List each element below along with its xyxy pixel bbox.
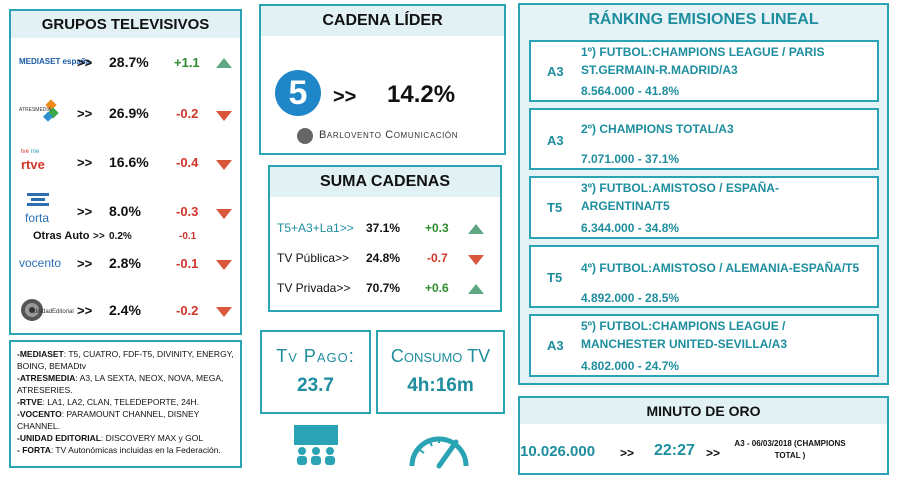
row-delta: -0.2 xyxy=(176,106,199,121)
ranking-title: RÁNKING EMISIONES LINEAL xyxy=(588,11,819,28)
row-arrow: >> xyxy=(93,231,105,242)
row-arrow: >> xyxy=(77,55,93,70)
tv-pago-panel: Tv Pago: 23.7 xyxy=(260,330,371,414)
note-item: -RTVE: LA1, LA2, CLAN, TELEDEPORTE, 24H. xyxy=(17,397,200,407)
tv-pago-value: 23.7 xyxy=(297,375,334,396)
lider-arrow: >> xyxy=(333,86,357,108)
trend-down-icon xyxy=(216,209,232,219)
unidad-editorial-logo: UnidadEditorial xyxy=(19,297,74,323)
gauge-icon xyxy=(406,424,472,470)
trend-down-icon xyxy=(468,255,484,265)
group-row-vocento: vocento >> 2.8% -0.1 xyxy=(11,251,240,275)
barlovento-logo-icon xyxy=(297,128,313,144)
suma-row: TV Pública>> 24.8% -0.7 xyxy=(270,249,500,269)
minuto-oro-panel: MINUTO DE ORO 10.026.000 >> 22:27 >> A3 … xyxy=(518,396,889,475)
atresmedia-logo: ATRESMEDIA xyxy=(19,99,69,125)
row-delta: +1.1 xyxy=(174,55,200,70)
audience-icon xyxy=(292,423,340,467)
row-arrow: >> xyxy=(77,303,93,318)
trend-down-icon xyxy=(216,260,232,270)
trend-up-icon xyxy=(468,284,484,294)
row-share: 26.9% xyxy=(109,105,149,121)
suma-row: T5+A3+La1>> 37.1% +0.3 xyxy=(270,219,500,239)
ranking-item: A3 2º) CHAMPIONS TOTAL/A3 7.071.000 - 37… xyxy=(529,108,879,170)
rtve-logo: tve rne rtve xyxy=(21,149,45,172)
notes-panel: -MEDIASET: T5, CUATRO, FDF-T5, DIVINITY,… xyxy=(9,340,242,468)
row-share: 2.8% xyxy=(109,255,141,271)
ranking-item: T5 4º) FUTBOL:AMISTOSO / ALEMANIA-ESPAÑA… xyxy=(529,245,879,308)
row-share: 28.7% xyxy=(109,54,149,70)
grupos-panel: GRUPOS TELEVISIVOS MEDIASET españa >> 28… xyxy=(9,9,242,335)
telecinco-logo: 5 xyxy=(275,70,321,116)
row-share: 8.0% xyxy=(109,203,141,219)
note-item: -VOCENTO: PARAMOUNT CHANNEL, DISNEY CHAN… xyxy=(17,409,200,431)
grupos-title: GRUPOS TELEVISIVOS xyxy=(11,11,240,38)
suma-cadenas-panel: SUMA CADENAS T5+A3+La1>> 37.1% +0.3 TV P… xyxy=(268,165,502,312)
minuto-detail: A3 - 06/03/2018 (CHAMPIONS TOTAL ) xyxy=(734,439,846,460)
group-row-otras: Otras Auto >> 0.2% -0.1 xyxy=(11,229,240,245)
row-delta: -0.2 xyxy=(176,303,199,318)
row-delta: -0.4 xyxy=(176,155,199,170)
minuto-arrow: >> xyxy=(620,446,635,460)
mediaset-logo: MEDIASET españa xyxy=(19,57,91,66)
suma-title: SUMA CADENAS xyxy=(270,167,500,197)
vocento-logo: vocento xyxy=(19,256,62,270)
consumo-label: Consumo TV xyxy=(390,346,491,366)
note-item: -MEDIASET: T5, CUATRO, FDF-T5, DIVINITY,… xyxy=(17,349,234,371)
trend-up-icon xyxy=(216,58,232,68)
row-delta: -0.1 xyxy=(176,256,199,271)
cadena-lider-panel: CADENA LÍDER 5 >> 14.2% Barlovento Comun… xyxy=(259,4,506,155)
lider-share: 14.2% xyxy=(387,81,456,108)
minuto-oro-title: MINUTO DE ORO xyxy=(520,398,887,424)
consumo-value: 4h:16m xyxy=(407,375,474,396)
ranking-item: A3 5º) FUTBOL:CHAMPIONS LEAGUE / MANCHES… xyxy=(529,314,879,377)
row-share: 0.2% xyxy=(109,231,132,242)
ranking-item: T5 3º) FUTBOL:AMISTOSO / ESPAÑA- ARGENTI… xyxy=(529,176,879,239)
trend-up-icon xyxy=(468,224,484,234)
note-item: -UNIDAD EDITORIAL: DISCOVERY MAX y GOL xyxy=(17,433,204,443)
row-delta: -0.1 xyxy=(179,231,197,242)
group-row-rtve: tve rne rtve >> 16.6% -0.4 xyxy=(11,147,240,177)
trend-down-icon xyxy=(216,160,232,170)
cadena-lider-title: CADENA LÍDER xyxy=(261,6,504,36)
note-item: -ATRESMEDIA: A3, LA SEXTA, NEOX, NOVA, M… xyxy=(17,373,224,395)
barlovento-credit: Barlovento Comunicación xyxy=(319,129,459,141)
row-arrow: >> xyxy=(77,155,93,170)
trend-down-icon xyxy=(216,111,232,121)
row-share: 16.6% xyxy=(109,154,149,170)
group-row-mediaset: MEDIASET españa >> 28.7% +1.1 xyxy=(11,49,240,77)
otras-label: Otras Auto xyxy=(33,230,90,242)
group-row-atresmedia: ATRESMEDIA >> 26.9% -0.2 xyxy=(11,99,240,127)
group-row-unidad-editorial: UnidadEditorial >> 2.4% -0.2 xyxy=(11,295,240,325)
suma-row: TV Privada>> 70.7% +0.6 xyxy=(270,279,500,299)
row-share: 2.4% xyxy=(109,302,141,318)
minuto-time: 22:27 xyxy=(654,442,695,459)
minuto-audience: 10.026.000 xyxy=(520,443,596,460)
row-arrow: >> xyxy=(77,106,93,121)
row-arrow: >> xyxy=(77,256,93,271)
row-arrow: >> xyxy=(77,204,93,219)
consumo-panel: Consumo TV 4h:16m xyxy=(376,330,505,414)
group-row-forta: forta >> 8.0% -0.3 xyxy=(11,191,240,227)
minuto-arrow: >> xyxy=(706,446,721,460)
tv-pago-label: Tv Pago: xyxy=(276,346,355,366)
ranking-item: A3 1º) FUTBOL:CHAMPIONS LEAGUE / PARIS S… xyxy=(529,40,879,102)
row-delta: -0.3 xyxy=(176,204,199,219)
trend-down-icon xyxy=(216,307,232,317)
note-item: - FORTA: TV Autonómicas incluidas en la … xyxy=(17,445,221,455)
forta-logo: forta xyxy=(21,193,61,227)
